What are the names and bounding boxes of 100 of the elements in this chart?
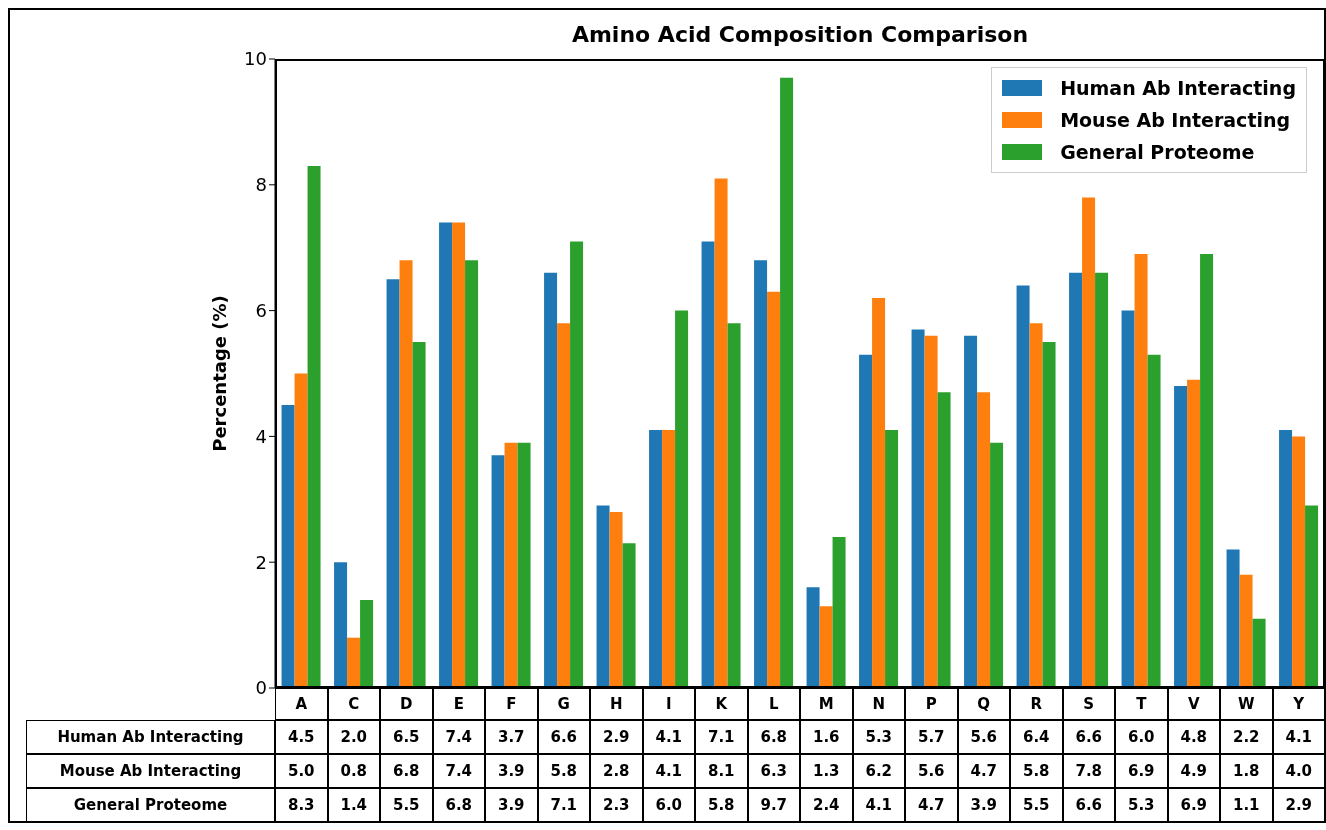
bar: [1200, 253, 1214, 688]
bar: [570, 241, 584, 688]
bar: [977, 392, 991, 688]
bar: [609, 511, 623, 688]
bar: [1239, 574, 1253, 688]
bar: [307, 165, 321, 688]
bar: [859, 354, 873, 688]
bar: [832, 537, 846, 688]
bar: [872, 298, 886, 688]
bar: [557, 323, 571, 688]
y-tick-label: 2: [255, 551, 267, 573]
bar: [819, 606, 833, 688]
bar: [1042, 342, 1056, 688]
bar: [1147, 354, 1161, 688]
data-label: 5.8: [1010, 754, 1063, 788]
data-label: 4.1: [1272, 720, 1325, 754]
bar: [412, 342, 426, 688]
bar: [701, 241, 715, 688]
bar: [439, 222, 453, 688]
data-label: 8.1: [695, 754, 748, 788]
bar: [1029, 323, 1043, 688]
legend-label: General Proteome: [1059, 140, 1256, 165]
x-tick-label: I: [642, 688, 695, 720]
data-label: 2.2: [1220, 720, 1273, 754]
data-label: 4.7: [957, 754, 1010, 788]
y-axis-title: Percentage (%): [209, 295, 231, 452]
x-tick-label: H: [590, 688, 643, 720]
bar: [1069, 272, 1083, 688]
data-label: 6.6: [1062, 788, 1115, 822]
data-label: 2.4: [800, 788, 853, 822]
x-tick-label: A: [275, 688, 328, 720]
legend-label: Human Ab Interacting: [1059, 76, 1296, 101]
bar: [1095, 272, 1109, 688]
data-label: 0.8: [327, 754, 380, 788]
data-label: 6.3: [747, 754, 800, 788]
data-label: 6.2: [852, 754, 905, 788]
bar: [1082, 197, 1096, 688]
bar: [347, 637, 361, 688]
data-label: 6.6: [537, 720, 590, 754]
data-label: 1.3: [800, 754, 853, 788]
chart-title: Amino Acid Composition Comparison: [570, 22, 1030, 47]
data-label: 1.6: [800, 720, 853, 754]
data-label: 4.5: [275, 720, 328, 754]
bar: [727, 323, 741, 688]
data-label: 4.8: [1167, 720, 1220, 754]
data-label: 4.1: [642, 754, 695, 788]
bar: [924, 335, 938, 688]
data-label: 7.4: [432, 720, 485, 754]
bar: [360, 599, 374, 688]
data-label: 7.1: [695, 720, 748, 754]
x-tick-label: E: [432, 688, 485, 720]
x-tick-label: P: [905, 688, 958, 720]
bar: [885, 430, 899, 688]
data-label: 6.4: [1010, 720, 1063, 754]
bar: [1226, 549, 1240, 688]
data-label: 3.7: [485, 720, 538, 754]
data-label: 5.6: [905, 754, 958, 788]
x-tick-label: K: [695, 688, 748, 720]
bar: [1121, 310, 1135, 688]
bar: [754, 260, 768, 688]
text: General Proteome: [73, 796, 228, 814]
data-label: 4.0: [1272, 754, 1325, 788]
bar: [780, 77, 794, 688]
data-label: 6.8: [432, 788, 485, 822]
bar: [937, 392, 951, 688]
bar: [1279, 430, 1293, 688]
x-tick-label: Q: [957, 688, 1010, 720]
text: Human Ab Interacting: [57, 728, 244, 746]
bar: [675, 310, 689, 688]
y-tick-label: 10: [244, 48, 267, 70]
data-label: 4.1: [642, 720, 695, 754]
bar: [504, 442, 518, 688]
data-label: 3.9: [957, 788, 1010, 822]
bar: [806, 587, 820, 688]
data-label: 5.5: [380, 788, 433, 822]
bar: [622, 543, 636, 688]
data-label: 5.6: [957, 720, 1010, 754]
bar: [465, 260, 479, 688]
bar: [294, 373, 308, 688]
bar: [334, 562, 348, 688]
y-tick-label: 0: [255, 677, 267, 699]
data-label: 1.8: [1220, 754, 1273, 788]
x-tick-label: L: [747, 688, 800, 720]
data-label: 1.4: [327, 788, 380, 822]
data-label: 9.7: [747, 788, 800, 822]
data-label: 6.6: [1062, 720, 1115, 754]
data-label: 8.3: [275, 788, 328, 822]
data-label: 2.3: [590, 788, 643, 822]
x-tick-label: R: [1010, 688, 1063, 720]
bar: [1174, 386, 1188, 688]
data-label: 3.9: [485, 788, 538, 822]
x-tick-label: W: [1220, 688, 1273, 720]
bar: [399, 260, 413, 688]
bar: [386, 279, 400, 688]
data-label: 6.9: [1167, 788, 1220, 822]
bar: [491, 455, 505, 688]
bar: [1305, 505, 1319, 688]
bar: [517, 442, 531, 688]
data-label: 5.8: [537, 754, 590, 788]
data-label: 6.8: [380, 754, 433, 788]
